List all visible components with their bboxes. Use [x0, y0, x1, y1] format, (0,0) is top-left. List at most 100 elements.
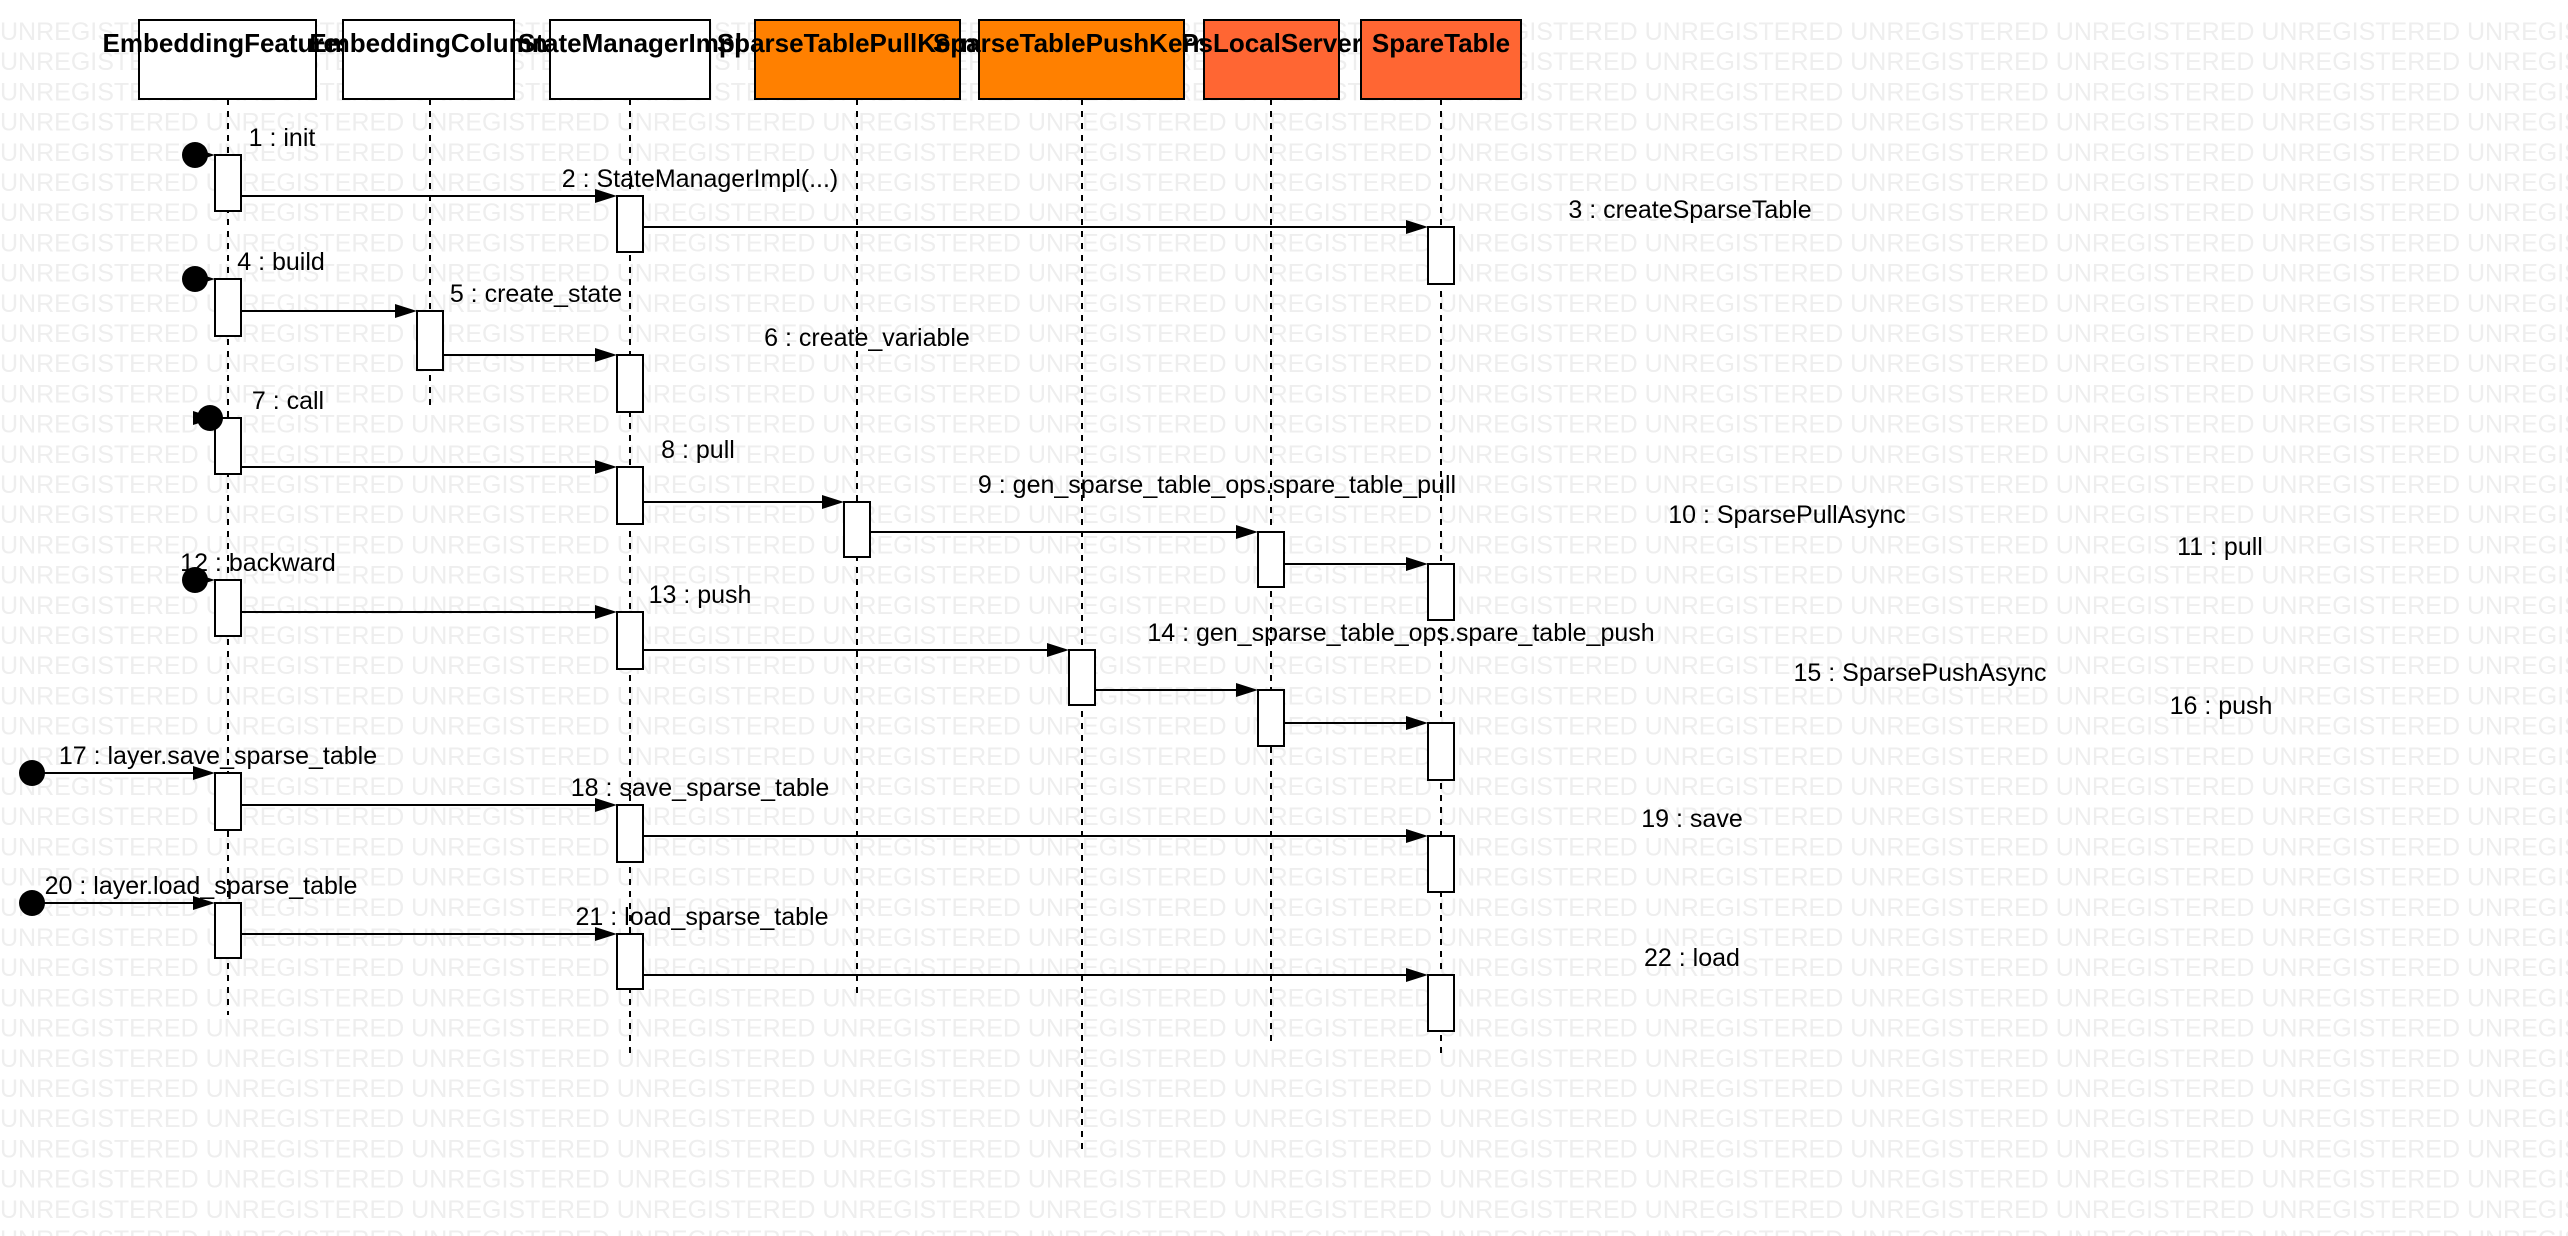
watermark-text: UNREGISTERED UNREGISTERED UNREGISTERED U… [0, 1196, 2568, 1224]
watermark-text: UNREGISTERED UNREGISTERED UNREGISTERED U… [0, 1135, 2568, 1163]
watermark-text: UNREGISTERED UNREGISTERED UNREGISTERED U… [0, 320, 2568, 348]
message-10: 10 : SparsePullAsync [870, 501, 1906, 539]
activation-bar [1427, 563, 1455, 621]
message-arrowhead [1406, 968, 1428, 982]
message-1: 1 : init [182, 124, 315, 168]
message-label: 3 : createSparseTable [1568, 196, 1811, 224]
message-11: 11 : pull [1284, 533, 2263, 571]
watermark-text: UNREGISTERED UNREGISTERED UNREGISTERED U… [0, 290, 2568, 318]
watermark-text: UNREGISTERED UNREGISTERED UNREGISTERED U… [0, 229, 2568, 257]
activation-bar [1427, 722, 1455, 781]
message-20: 20 : layer.load_sparse_table [19, 872, 357, 916]
watermark-text: UNREGISTERED UNREGISTERED UNREGISTERED U… [0, 1105, 2568, 1133]
activation-bar [214, 417, 242, 475]
message-label: 11 : pull [2177, 533, 2263, 561]
lifeline-head-box [138, 19, 317, 100]
watermark-text: UNREGISTERED UNREGISTERED UNREGISTERED U… [0, 652, 2568, 680]
message-18: 18 : save_sparse_table [241, 774, 829, 812]
activation-bar [1427, 835, 1455, 893]
message-label: 10 : SparsePullAsync [1668, 501, 1906, 529]
watermark-text: UNREGISTERED UNREGISTERED UNREGISTERED U… [0, 894, 2568, 922]
activation-bar [616, 933, 644, 990]
lifeline-head-box [1203, 19, 1340, 100]
activation-bar [214, 154, 242, 212]
message-arrowhead [395, 304, 417, 318]
activation-bar [214, 579, 242, 637]
message-label: 6 : create_variable [764, 324, 970, 352]
activation-bar [416, 310, 444, 371]
message-label: 20 : layer.load_sparse_table [45, 872, 358, 900]
message-3: 3 : createSparseTable [643, 196, 1812, 234]
message-21: 21 : load_sparse_table [241, 903, 828, 941]
lifeline-head-label: EmbeddingColumn [309, 28, 547, 58]
watermark-text: UNREGISTERED UNREGISTERED UNREGISTERED U… [0, 1045, 2568, 1073]
lifeline-embedding-features: EmbeddingFeatures [103, 19, 353, 100]
message-arrowhead [193, 148, 215, 162]
message-4: 4 : build [182, 248, 325, 292]
activation-bar [616, 354, 644, 413]
message-label: 21 : load_sparse_table [576, 903, 829, 931]
watermark-text: UNREGISTERED UNREGISTERED UNREGISTERED U… [0, 833, 2568, 861]
watermark-text: UNREGISTERED UNREGISTERED UNREGISTERED U… [0, 1226, 2568, 1236]
watermark-text: UNREGISTERED UNREGISTERED UNREGISTERED U… [0, 592, 2568, 620]
lifeline-head-label: SparseTablePushKernel [933, 28, 1230, 58]
message-arrowhead [595, 189, 617, 203]
watermark-layer: UNREGISTERED UNREGISTERED UNREGISTERED U… [0, 18, 2568, 1236]
message-13: 13 : push [241, 581, 751, 619]
message-label: 5 : create_state [450, 280, 622, 308]
activation-bar [616, 804, 644, 863]
message-19: 19 : save [643, 805, 1743, 843]
message-label: 9 : gen_sparse_table_ops.spare_table_pul… [978, 471, 1456, 499]
message-label: 1 : init [249, 124, 316, 152]
message-label: 18 : save_sparse_table [571, 774, 830, 802]
watermark-text: UNREGISTERED UNREGISTERED UNREGISTERED U… [0, 1075, 2568, 1103]
activation-bar [616, 611, 644, 670]
message-14: 14 : gen_sparse_table_ops.spare_table_pu… [643, 619, 1655, 657]
message-label: 2 : StateManagerImpl(...) [562, 165, 839, 193]
message-arrowhead [595, 348, 617, 362]
lifeline-sparse-table-push-kernel: SparseTablePushKernel [933, 19, 1230, 100]
watermark-text: UNREGISTERED UNREGISTERED UNREGISTERED U… [0, 622, 2568, 650]
message-label: 16 : push [2170, 692, 2273, 720]
message-arrowhead [1406, 557, 1428, 571]
watermark-text: UNREGISTERED UNREGISTERED UNREGISTERED U… [0, 743, 2568, 771]
watermark-text: UNREGISTERED UNREGISTERED UNREGISTERED U… [0, 109, 2568, 137]
message-label: 22 : load [1644, 944, 1740, 972]
activation-bar [214, 772, 242, 831]
watermark-text: UNREGISTERED UNREGISTERED UNREGISTERED U… [0, 411, 2568, 439]
lifeline-head-box [978, 19, 1185, 100]
message-arrowhead [1236, 525, 1258, 539]
message-16: 16 : push [1284, 692, 2272, 730]
lifeline-head-label: PsLocalServer [1181, 28, 1362, 58]
activation-bar [843, 501, 871, 558]
activation-layer [214, 154, 1455, 1032]
activation-bar [1257, 689, 1285, 747]
activation-bar [1068, 649, 1096, 706]
message-label: 15 : SparsePushAsync [1794, 659, 2047, 687]
message-arrowhead [1047, 643, 1069, 657]
message-22: 22 : load [643, 944, 1740, 982]
message-arrowhead [1406, 829, 1428, 843]
message-7: 7 : call [193, 387, 324, 431]
watermark-text: UNREGISTERED UNREGISTERED UNREGISTERED U… [0, 803, 2568, 831]
lifeline-embedding-column: EmbeddingColumn [309, 19, 548, 100]
message-arrowhead [193, 573, 215, 587]
message-layer: 1 : init 2 : StateManagerImpl(...) 3 : cre… [19, 124, 2272, 982]
message-arrowhead [1406, 716, 1428, 730]
watermark-text: UNREGISTERED UNREGISTERED UNREGISTERED U… [0, 501, 2568, 529]
message-arrowhead [595, 460, 617, 474]
message-arrowhead [595, 605, 617, 619]
message-label: 8 : pull [661, 436, 735, 464]
message-15: 15 : SparsePushAsync [1095, 659, 2046, 697]
activation-bar [616, 466, 644, 525]
message-label: 13 : push [649, 581, 752, 609]
message-6: 6 : create_variable [443, 324, 970, 362]
message-arrowhead [193, 411, 215, 425]
message-8: 8 : pull [241, 436, 735, 474]
lifeline-head-label: EmbeddingFeatures [103, 28, 353, 58]
watermark-text: UNREGISTERED UNREGISTERED UNREGISTERED U… [0, 441, 2568, 469]
message-arrowhead [822, 495, 844, 509]
lifeline-head-box [1360, 19, 1522, 100]
message-arrowhead [595, 927, 617, 941]
message-2: 2 : StateManagerImpl(...) [241, 165, 838, 203]
